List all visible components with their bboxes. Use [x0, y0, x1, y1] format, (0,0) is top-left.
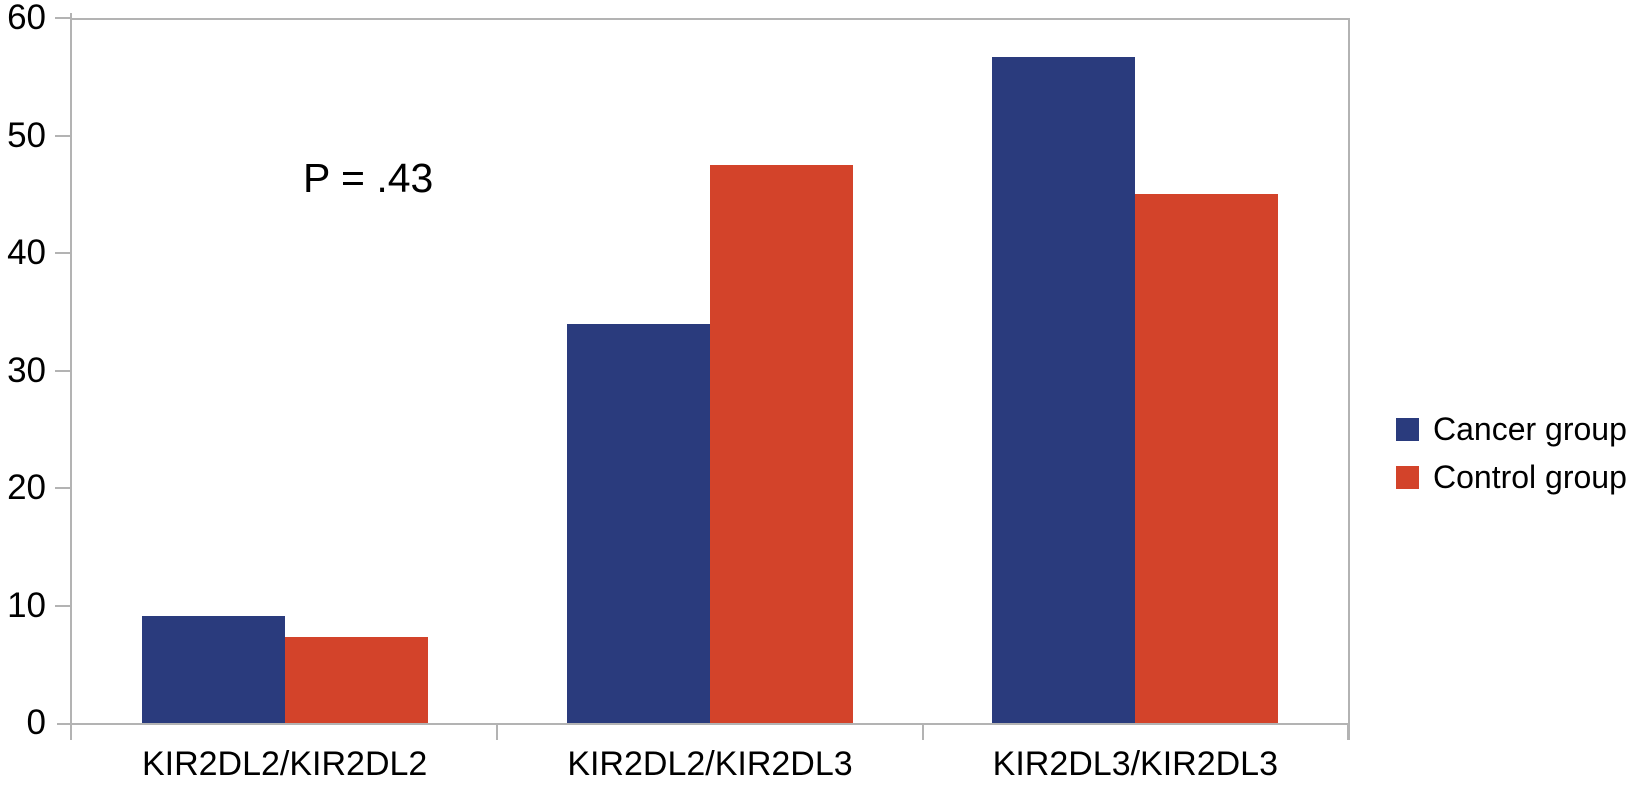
y-tick-label: 10: [7, 585, 46, 625]
bar-cancer-group-2: [992, 56, 1136, 723]
x-category-label: KIR2DL2/KIR2DL2: [141, 745, 428, 783]
y-tick-label: 30: [7, 350, 46, 390]
y-tick: [55, 17, 70, 19]
legend-item-cancer-group: Cancer group: [1396, 412, 1627, 446]
legend-swatch-icon: [1396, 465, 1419, 489]
y-tick: [55, 604, 70, 607]
x-tick: [1347, 723, 1349, 740]
bar-cancer-group-1: [567, 323, 710, 723]
p-value-annotation: P = .43: [303, 155, 434, 201]
legend-item-control-group: Control group: [1396, 460, 1627, 494]
x-axis-line: [57, 723, 1350, 725]
x-category-label: KIR2DL3/KIR2DL3: [992, 745, 1279, 783]
x-category-label: KIR2DL2/KIR2DL3: [567, 745, 853, 783]
y-tick: [55, 134, 70, 137]
plot-top-border: [72, 18, 1350, 20]
y-tick-label: 20: [7, 468, 46, 507]
x-tick: [496, 723, 499, 740]
y-tick-label: 40: [7, 233, 46, 272]
bar-control-group-0: [284, 637, 428, 723]
plot-right-border: [1348, 18, 1350, 740]
y-tick: [55, 252, 70, 254]
y-axis-line: [70, 13, 72, 740]
bar-cancer-group-0: [141, 616, 285, 723]
y-tick-label: 0: [26, 703, 46, 742]
y-tick: [55, 369, 70, 372]
legend-label: Control group: [1433, 459, 1627, 495]
y-tick-label: 60: [7, 0, 46, 37]
x-tick: [921, 723, 924, 740]
bar-control-group-1: [710, 164, 853, 723]
legend-swatch-icon: [1396, 417, 1419, 441]
y-tick-label: 50: [7, 115, 46, 155]
legend-label: Cancer group: [1433, 411, 1627, 447]
bar-control-group-2: [1135, 194, 1279, 723]
y-tick: [55, 487, 70, 489]
